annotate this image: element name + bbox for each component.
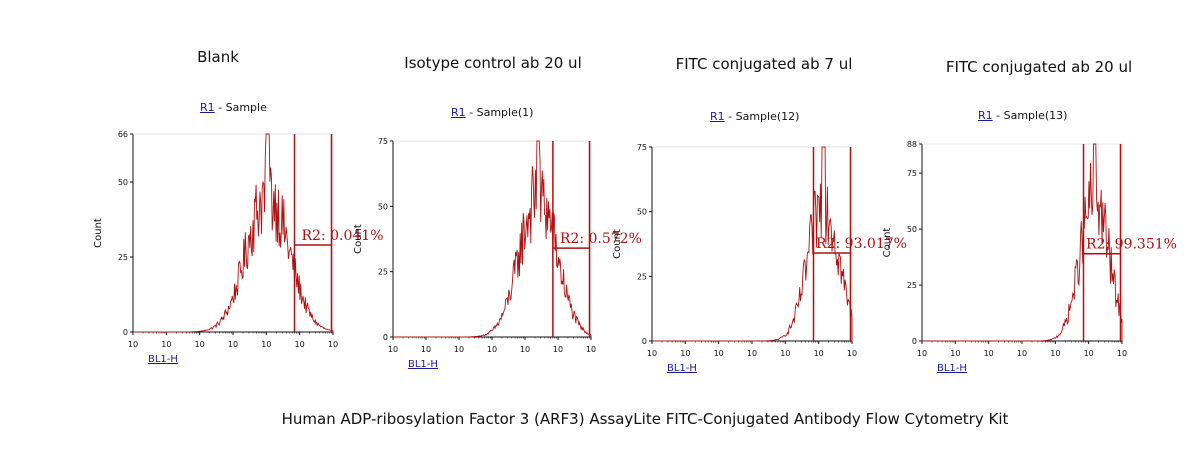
gate-link-r1[interactable]: R1 xyxy=(200,101,215,114)
sample-name: - Sample(1) xyxy=(465,106,534,119)
plot-frame xyxy=(393,140,592,337)
y-tick-label: 25 xyxy=(637,272,647,281)
sample-label-isotype: R1 - Sample(1) xyxy=(451,106,533,119)
y-axis-label: Count xyxy=(882,228,893,258)
x-axis-label: BL1-H xyxy=(667,363,697,374)
panel-title-isotype: Isotype control ab 20 ul xyxy=(404,54,582,72)
x-tick-label: 10 xyxy=(388,345,398,354)
x-tick-label: 10 xyxy=(487,345,497,354)
x-tick-label: 10 xyxy=(1017,349,1027,358)
x-tick-label: 10 xyxy=(847,349,857,358)
histogram-series xyxy=(652,146,853,342)
y-tick-label: 50 xyxy=(378,202,388,211)
gate-r2-label: R2: 93.017% xyxy=(816,236,907,252)
x-tick-label: 10 xyxy=(780,349,790,358)
x-axis-label: BL1-H xyxy=(937,363,967,374)
figure-caption: Human ADP-ribosylation Factor 3 (ARF3) A… xyxy=(281,410,1009,428)
x-tick-label: 10 xyxy=(714,349,724,358)
x-tick-label: 10 xyxy=(161,340,171,349)
gate-link-r1[interactable]: R1 xyxy=(978,109,993,122)
x-tick-label: 10 xyxy=(917,349,927,358)
gate-link-r1[interactable]: R1 xyxy=(710,110,725,123)
x-tick-label: 10 xyxy=(553,345,563,354)
x-tick-label: 10 xyxy=(328,340,338,349)
x-tick-label: 10 xyxy=(1084,349,1094,358)
sample-label-fitc-20: R1 - Sample(13) xyxy=(978,109,1067,122)
sample-name: - Sample(13) xyxy=(992,109,1068,122)
x-tick-label: 10 xyxy=(421,345,431,354)
y-axis-label: Count xyxy=(612,229,623,259)
x-tick-label: 10 xyxy=(984,349,994,358)
histogram-series xyxy=(393,140,592,338)
y-tick-label: 25 xyxy=(378,268,388,277)
y-tick-label: 50 xyxy=(637,208,647,217)
x-tick-label: 10 xyxy=(586,345,596,354)
x-tick-label: 10 xyxy=(228,340,238,349)
x-axis-label: BL1-H xyxy=(408,359,438,370)
y-axis-label: Count xyxy=(353,224,364,254)
sample-name: - Sample(12) xyxy=(724,110,800,123)
y-tick-label: 25 xyxy=(118,253,128,262)
histogram-series xyxy=(922,143,1123,342)
x-tick-label: 10 xyxy=(195,340,205,349)
y-tick-label: 0 xyxy=(912,337,917,346)
y-tick-label: 0 xyxy=(642,337,647,346)
panel-title-fitc-7: FITC conjugated ab 7 ul xyxy=(675,55,853,73)
x-tick-label: 10 xyxy=(1050,349,1060,358)
x-axis-label: BL1-H xyxy=(148,354,178,365)
y-tick-label: 25 xyxy=(907,281,917,290)
x-tick-label: 10 xyxy=(950,349,960,358)
sample-name: - Sample xyxy=(214,101,267,114)
y-tick-label: 0 xyxy=(383,333,388,342)
y-tick-label: 50 xyxy=(118,178,128,187)
y-tick-label: 75 xyxy=(378,137,388,146)
x-tick-label: 10 xyxy=(261,340,271,349)
x-tick-label: 10 xyxy=(520,345,530,354)
plot-frame xyxy=(133,133,334,332)
panel-title-blank: Blank xyxy=(197,48,239,66)
y-tick-label: 75 xyxy=(637,143,647,152)
y-axis-label: Count xyxy=(93,218,104,248)
x-tick-label: 10 xyxy=(680,349,690,358)
x-tick-label: 10 xyxy=(1117,349,1127,358)
plot-frame xyxy=(922,143,1123,341)
y-tick-label: 0 xyxy=(123,328,128,337)
gate-r2-label: R2: 0.041% xyxy=(302,228,384,244)
gate-link-r1[interactable]: R1 xyxy=(451,106,466,119)
sample-label-blank: R1 - Sample xyxy=(200,101,267,114)
plot-frame xyxy=(652,146,853,341)
y-tick-label: 50 xyxy=(907,225,917,234)
y-tick-label: 75 xyxy=(907,169,917,178)
gate-r2-label: R2: 0.572% xyxy=(560,231,642,247)
y-tick-label: 66 xyxy=(118,130,128,139)
gate-r2-label: R2: 99.351% xyxy=(1086,237,1177,253)
x-tick-label: 10 xyxy=(647,349,657,358)
x-tick-label: 10 xyxy=(128,340,138,349)
x-tick-label: 10 xyxy=(454,345,464,354)
x-tick-label: 10 xyxy=(814,349,824,358)
panel-title-fitc-20: FITC conjugated ab 20 ul xyxy=(945,58,1133,76)
histogram-series xyxy=(133,133,334,333)
x-tick-label: 10 xyxy=(295,340,305,349)
x-tick-label: 10 xyxy=(747,349,757,358)
sample-label-fitc-7: R1 - Sample(12) xyxy=(710,110,799,123)
y-tick-label: 88 xyxy=(907,140,917,149)
